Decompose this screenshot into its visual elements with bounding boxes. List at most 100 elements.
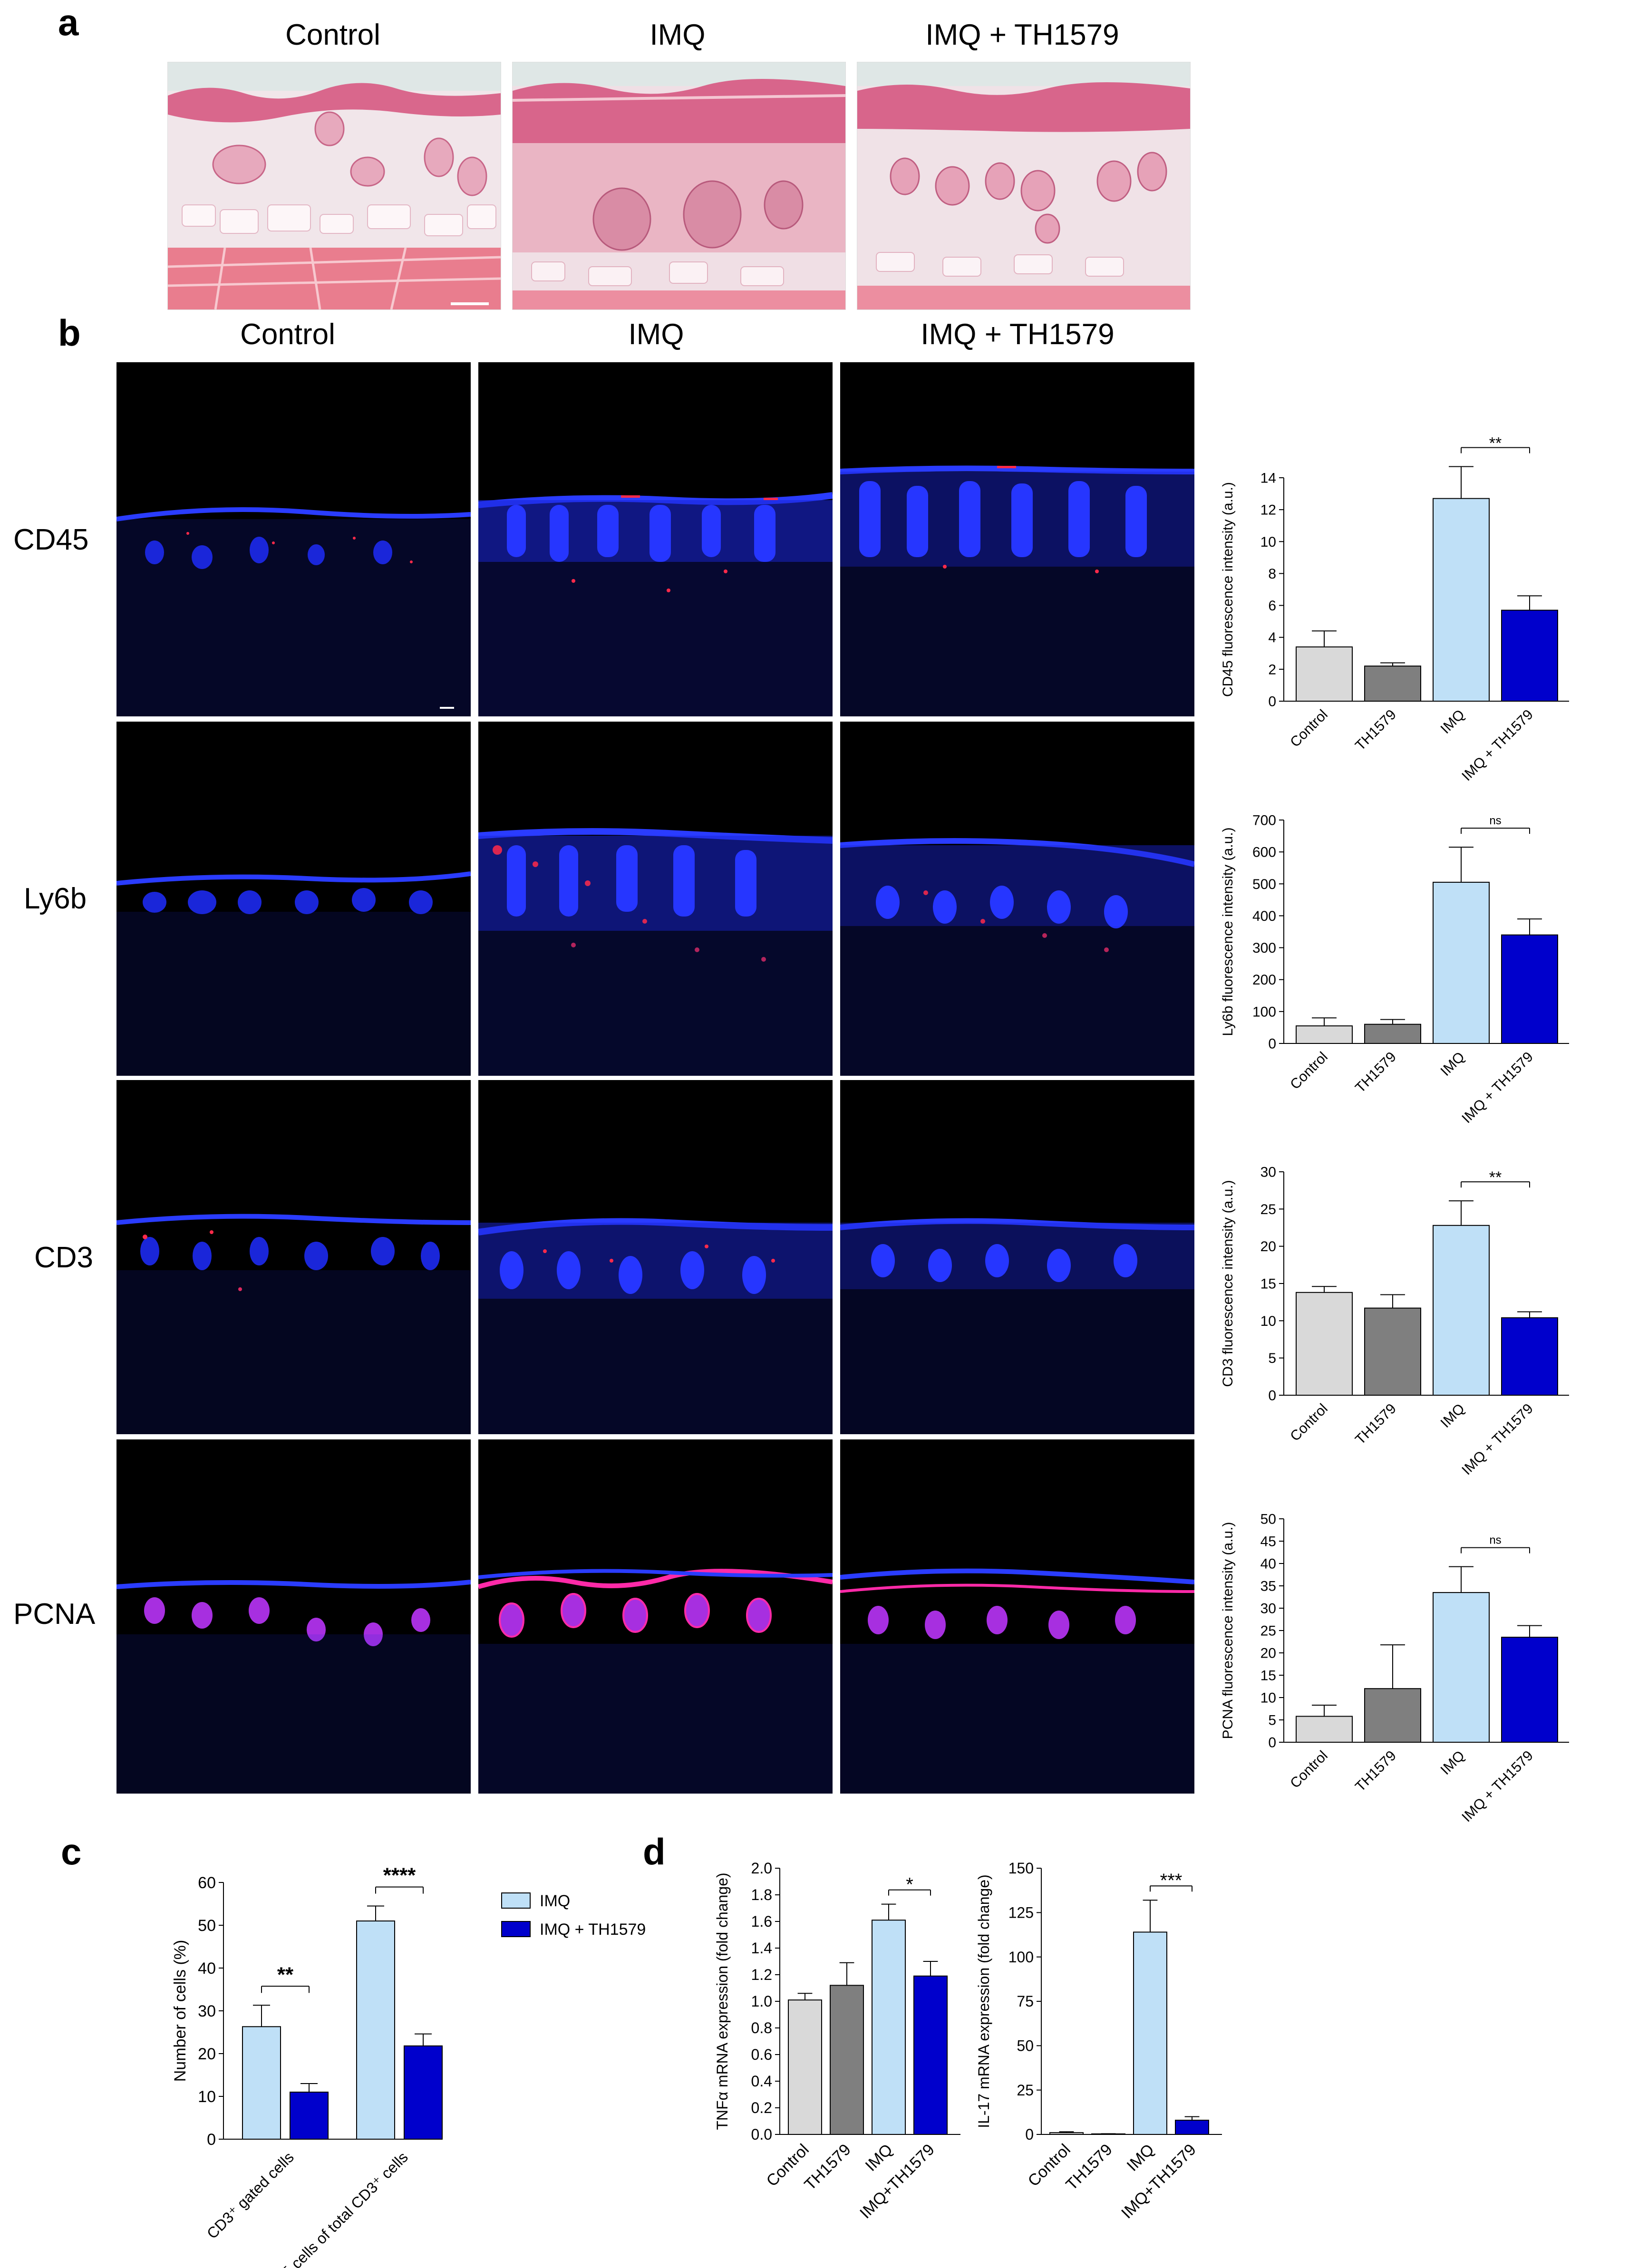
y-axis-label: Number of cells (%) <box>171 1940 189 2082</box>
x-tick-label: IMQ + TH1579 <box>1459 1401 1536 1478</box>
he-image-imq-th1579 <box>857 62 1191 310</box>
y-tick-label: 20 <box>1260 1646 1276 1661</box>
bar <box>913 1975 948 2135</box>
y-tick-label: 0 <box>207 2131 216 2149</box>
y-tick-label: 15 <box>1260 1276 1276 1292</box>
significance-label: **** <box>383 1864 416 1887</box>
x-tick-label: IMQ <box>1438 707 1468 737</box>
x-tick-label: Control <box>1287 1748 1331 1792</box>
panel-b-col-imq: IMQ <box>628 318 684 351</box>
y-tick-label: 25 <box>1017 2082 1034 2099</box>
if-image-ly6b-imq <box>478 722 833 1076</box>
x-tick-label: TH1579 <box>1062 2141 1115 2194</box>
x-tick-label: CD3⁺ gated cells <box>204 2148 297 2242</box>
y-tick-label: 45 <box>1260 1534 1276 1550</box>
x-tick-label: IMQ+TH1579 <box>1118 2141 1200 2222</box>
y-tick-label: 200 <box>1252 972 1276 988</box>
x-tick-label: IMQ <box>862 2141 896 2175</box>
row-label-cd45: CD45 <box>13 523 89 556</box>
significance-label: ** <box>1489 434 1502 453</box>
y-axis-label: TNFα mRNA expression (fold change) <box>714 1872 731 2130</box>
y-axis-label: CD45 fluorescence intensity (a.u.) <box>1220 482 1236 697</box>
if-image-pcna-imq <box>478 1439 833 1794</box>
chart-pcna: 0 5 10 15 20 25 30 35 40 45 50 PCNA fluorescence in… <box>1220 1512 1569 1825</box>
y-tick-label: 40 <box>198 1959 216 1978</box>
row-label-pcna: PCNA <box>13 1598 96 1631</box>
panel-a-col-control: Control <box>285 19 380 51</box>
bar <box>872 1920 906 2135</box>
bar <box>1364 1688 1421 1743</box>
chart-il17: 0 25 50 75 100 125 150 IL-17 mRNA expression (f… <box>975 1860 1222 2222</box>
y-tick-label: 400 <box>1252 908 1276 924</box>
panel-a-col-imq: IMQ <box>650 19 706 51</box>
y-tick-label: 300 <box>1252 940 1276 956</box>
y-tick-label: 25 <box>1260 1623 1276 1639</box>
y-tick-label: 0.2 <box>751 2099 772 2116</box>
y-tick-label: 20 <box>1260 1239 1276 1255</box>
bar <box>1433 498 1490 702</box>
y-tick-label: 600 <box>1252 845 1276 860</box>
y-tick-label: 5 <box>1268 1351 1276 1366</box>
he-image-imq <box>512 62 846 310</box>
x-tick-label: IMQ <box>1438 1049 1468 1079</box>
if-image-cd3-imq <box>478 1080 833 1434</box>
x-tick-label: Control <box>1287 707 1331 751</box>
bar <box>1501 934 1558 1044</box>
chart-c: 0 10 20 30 40 50 60 Number of cells (%) ** CD3⁺ g… <box>171 1864 646 2268</box>
y-tick-label: 0 <box>1268 1388 1276 1404</box>
x-tick-label: γδ cells of total CD3⁺ cells <box>273 2148 411 2268</box>
y-tick-label: 50 <box>198 1917 216 1935</box>
y-tick-label: 100 <box>1008 1949 1034 1966</box>
y-tick-label: 20 <box>198 2045 216 2063</box>
y-tick-label: 25 <box>1260 1202 1276 1217</box>
y-tick-label: 0.4 <box>751 2073 772 2090</box>
y-tick-label: 30 <box>1260 1165 1276 1180</box>
x-tick-label: IMQ + TH1579 <box>1459 1049 1536 1127</box>
y-tick-label: 2 <box>1268 662 1276 677</box>
bar <box>290 2092 329 2140</box>
y-tick-label: 14 <box>1260 471 1276 486</box>
y-tick-label: 10 <box>1260 1690 1276 1706</box>
x-tick-label: IMQ + TH1579 <box>1459 1748 1536 1825</box>
significance-label: ns <box>1489 814 1501 827</box>
y-tick-label: 0 <box>1268 1036 1276 1052</box>
x-tick-label: IMQ <box>1438 1401 1468 1431</box>
if-image-ly6b-control <box>116 722 471 1076</box>
bar <box>1501 609 1558 702</box>
y-tick-label: 60 <box>198 1874 216 1892</box>
legend-label: IMQ <box>540 1892 570 1910</box>
bar <box>1049 2132 1084 2135</box>
y-tick-label: 0 <box>1268 1735 1276 1751</box>
y-axis-label: PCNA fluorescence intensity (a.u.) <box>1220 1522 1236 1739</box>
he-image-control <box>167 62 501 310</box>
panel-a-letter: a <box>58 1 79 43</box>
panel-b-letter: b <box>58 312 81 354</box>
y-tick-label: 500 <box>1252 877 1276 892</box>
if-image-pcna-imq-th1579 <box>840 1439 1194 1794</box>
y-tick-label: 0.0 <box>751 2126 772 2143</box>
y-tick-label: 35 <box>1260 1579 1276 1594</box>
y-tick-label: 8 <box>1268 566 1276 582</box>
bar <box>1296 1716 1353 1743</box>
significance-label: *** <box>1160 1870 1183 1891</box>
row-label-cd3: CD3 <box>34 1241 94 1274</box>
x-tick-label: IMQ <box>1124 2141 1158 2175</box>
x-tick-label: TH1579 <box>801 2141 854 2194</box>
y-axis-label: Ly6b fluorescence intensity (a.u.) <box>1220 827 1236 1036</box>
if-image-cd45-imq-th1579 <box>840 362 1194 716</box>
x-tick-label: IMQ <box>1438 1748 1468 1778</box>
panel-d-letter: d <box>643 1831 666 1872</box>
if-image-ly6b-imq-th1579 <box>840 722 1194 1076</box>
significance-label: * <box>906 1874 913 1895</box>
y-tick-label: 40 <box>1260 1556 1276 1572</box>
y-tick-label: 1.8 <box>751 1886 772 1903</box>
if-image-cd45-imq <box>478 362 833 716</box>
x-tick-label: TH1579 <box>1352 1049 1399 1096</box>
y-tick-label: 1.6 <box>751 1913 772 1930</box>
if-image-pcna-control <box>116 1439 471 1794</box>
bar <box>1175 2120 1209 2135</box>
y-tick-label: 1.4 <box>751 1940 772 1957</box>
bar <box>1501 1637 1558 1743</box>
if-image-cd3-imq-th1579 <box>840 1080 1194 1434</box>
x-tick-label: Control <box>1287 1049 1331 1093</box>
